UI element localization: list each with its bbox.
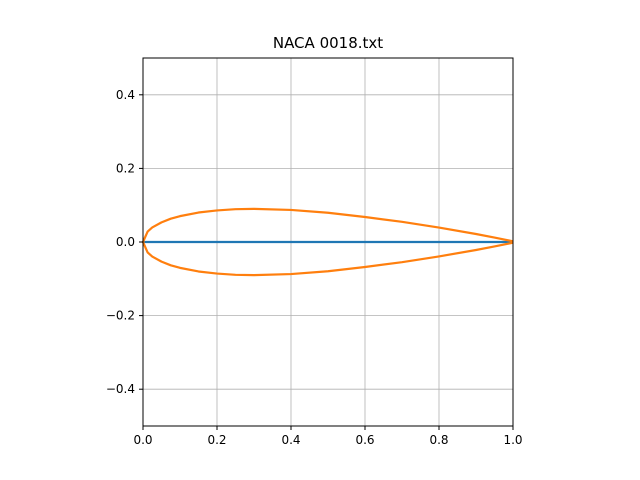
axis-ticks: 0.0 0.2 0.4 0.6 0.8 1.0 −0.4 −0.2 0.0 0.2 0.4 [106,88,523,447]
y-tick-label: 0.2 [116,161,135,175]
x-tick-label: 0.4 [281,433,300,447]
x-tick-label: 0.2 [207,433,226,447]
y-tick-label: 0.4 [116,88,135,102]
y-tick-label: −0.4 [106,382,135,396]
x-tick-label: 1.0 [503,433,522,447]
x-tick-label: 0.8 [429,433,448,447]
x-tick-label: 0.6 [355,433,374,447]
x-tick-label: 0.0 [133,433,152,447]
chart-title: NACA 0018.txt [273,34,383,52]
y-tick-label: −0.2 [106,309,135,323]
y-tick-label: 0.0 [116,235,135,249]
